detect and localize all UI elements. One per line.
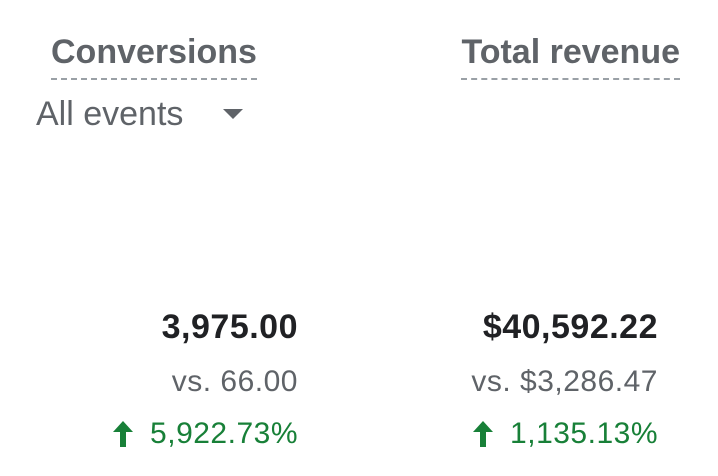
conversions-values: 3,975.00 vs. 66.00 5,922.73% bbox=[112, 304, 298, 454]
revenue-title[interactable]: Total revenue bbox=[461, 30, 680, 80]
arrow-up-icon bbox=[473, 421, 494, 447]
conversions-compare: vs. 66.00 bbox=[171, 365, 298, 398]
revenue-compare: vs. $3,286.47 bbox=[471, 365, 658, 398]
conversions-title[interactable]: Conversions bbox=[51, 30, 257, 80]
event-filter-label: All events bbox=[36, 95, 184, 133]
event-filter-dropdown[interactable]: All events bbox=[36, 92, 244, 136]
arrow-up-icon bbox=[113, 421, 134, 447]
conversions-card: Conversions All events 3,975.00 vs. 66.0… bbox=[0, 0, 310, 476]
conversions-change-percent: 5,922.73% bbox=[150, 417, 298, 450]
revenue-change-percent: 1,135.13% bbox=[510, 417, 658, 450]
revenue-value: $40,592.22 bbox=[482, 308, 658, 346]
revenue-change: 1,135.13% bbox=[471, 414, 658, 454]
conversions-change: 5,922.73% bbox=[112, 414, 298, 454]
caret-down-icon bbox=[223, 109, 244, 119]
revenue-values: $40,592.22 vs. $3,286.47 1,135.13% bbox=[471, 304, 658, 454]
revenue-card: Total revenue $40,592.22 vs. $3,286.47 1… bbox=[380, 0, 680, 476]
conversions-value: 3,975.00 bbox=[161, 308, 298, 346]
